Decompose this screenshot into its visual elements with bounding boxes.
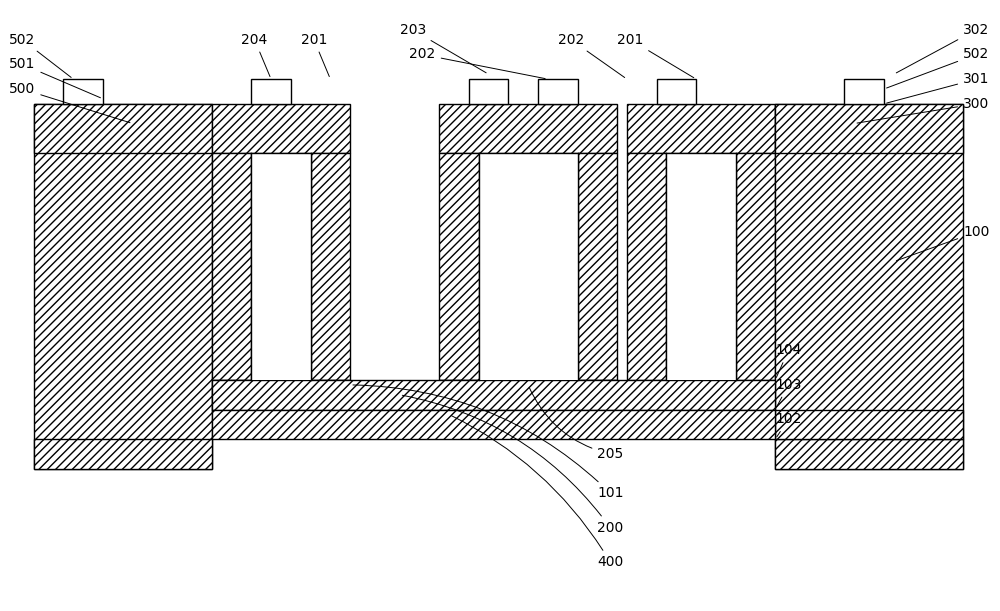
- Text: 104: 104: [775, 343, 802, 378]
- Bar: [538, 79, 578, 104]
- Bar: [63, 79, 103, 104]
- Bar: [34, 439, 212, 469]
- Bar: [212, 409, 775, 439]
- Bar: [775, 439, 963, 469]
- Text: 200: 200: [402, 395, 624, 535]
- Bar: [212, 104, 350, 153]
- Text: 204: 204: [241, 32, 270, 76]
- Bar: [212, 380, 350, 409]
- Bar: [439, 153, 479, 380]
- Bar: [34, 104, 212, 469]
- Bar: [775, 104, 963, 153]
- Bar: [736, 153, 775, 380]
- Bar: [212, 153, 251, 380]
- Bar: [657, 79, 696, 104]
- Bar: [439, 104, 617, 153]
- Text: 201: 201: [301, 32, 329, 76]
- Text: 100: 100: [896, 225, 989, 261]
- Bar: [578, 153, 617, 380]
- Text: 202: 202: [409, 48, 545, 79]
- Text: 500: 500: [9, 82, 130, 123]
- Text: 202: 202: [558, 32, 625, 78]
- Text: 103: 103: [775, 378, 802, 407]
- Bar: [666, 153, 736, 380]
- Text: 201: 201: [617, 32, 694, 78]
- Bar: [311, 153, 350, 380]
- Bar: [775, 409, 963, 439]
- Text: 102: 102: [775, 412, 802, 437]
- Bar: [627, 104, 775, 153]
- Bar: [251, 153, 311, 380]
- Text: 302: 302: [896, 23, 989, 73]
- Text: 502: 502: [9, 32, 71, 78]
- Bar: [469, 79, 508, 104]
- Bar: [212, 380, 775, 409]
- Text: 203: 203: [400, 23, 486, 73]
- Text: 205: 205: [529, 387, 624, 461]
- Text: 400: 400: [452, 415, 624, 569]
- Bar: [775, 104, 963, 469]
- Bar: [627, 153, 666, 380]
- Text: 301: 301: [887, 72, 989, 103]
- Bar: [34, 104, 212, 153]
- Text: 101: 101: [353, 385, 624, 500]
- Text: 501: 501: [9, 57, 100, 98]
- Bar: [251, 79, 291, 104]
- Text: 300: 300: [857, 97, 989, 123]
- Text: 502: 502: [887, 48, 989, 88]
- Bar: [844, 79, 884, 104]
- Bar: [439, 380, 617, 409]
- Bar: [479, 153, 578, 380]
